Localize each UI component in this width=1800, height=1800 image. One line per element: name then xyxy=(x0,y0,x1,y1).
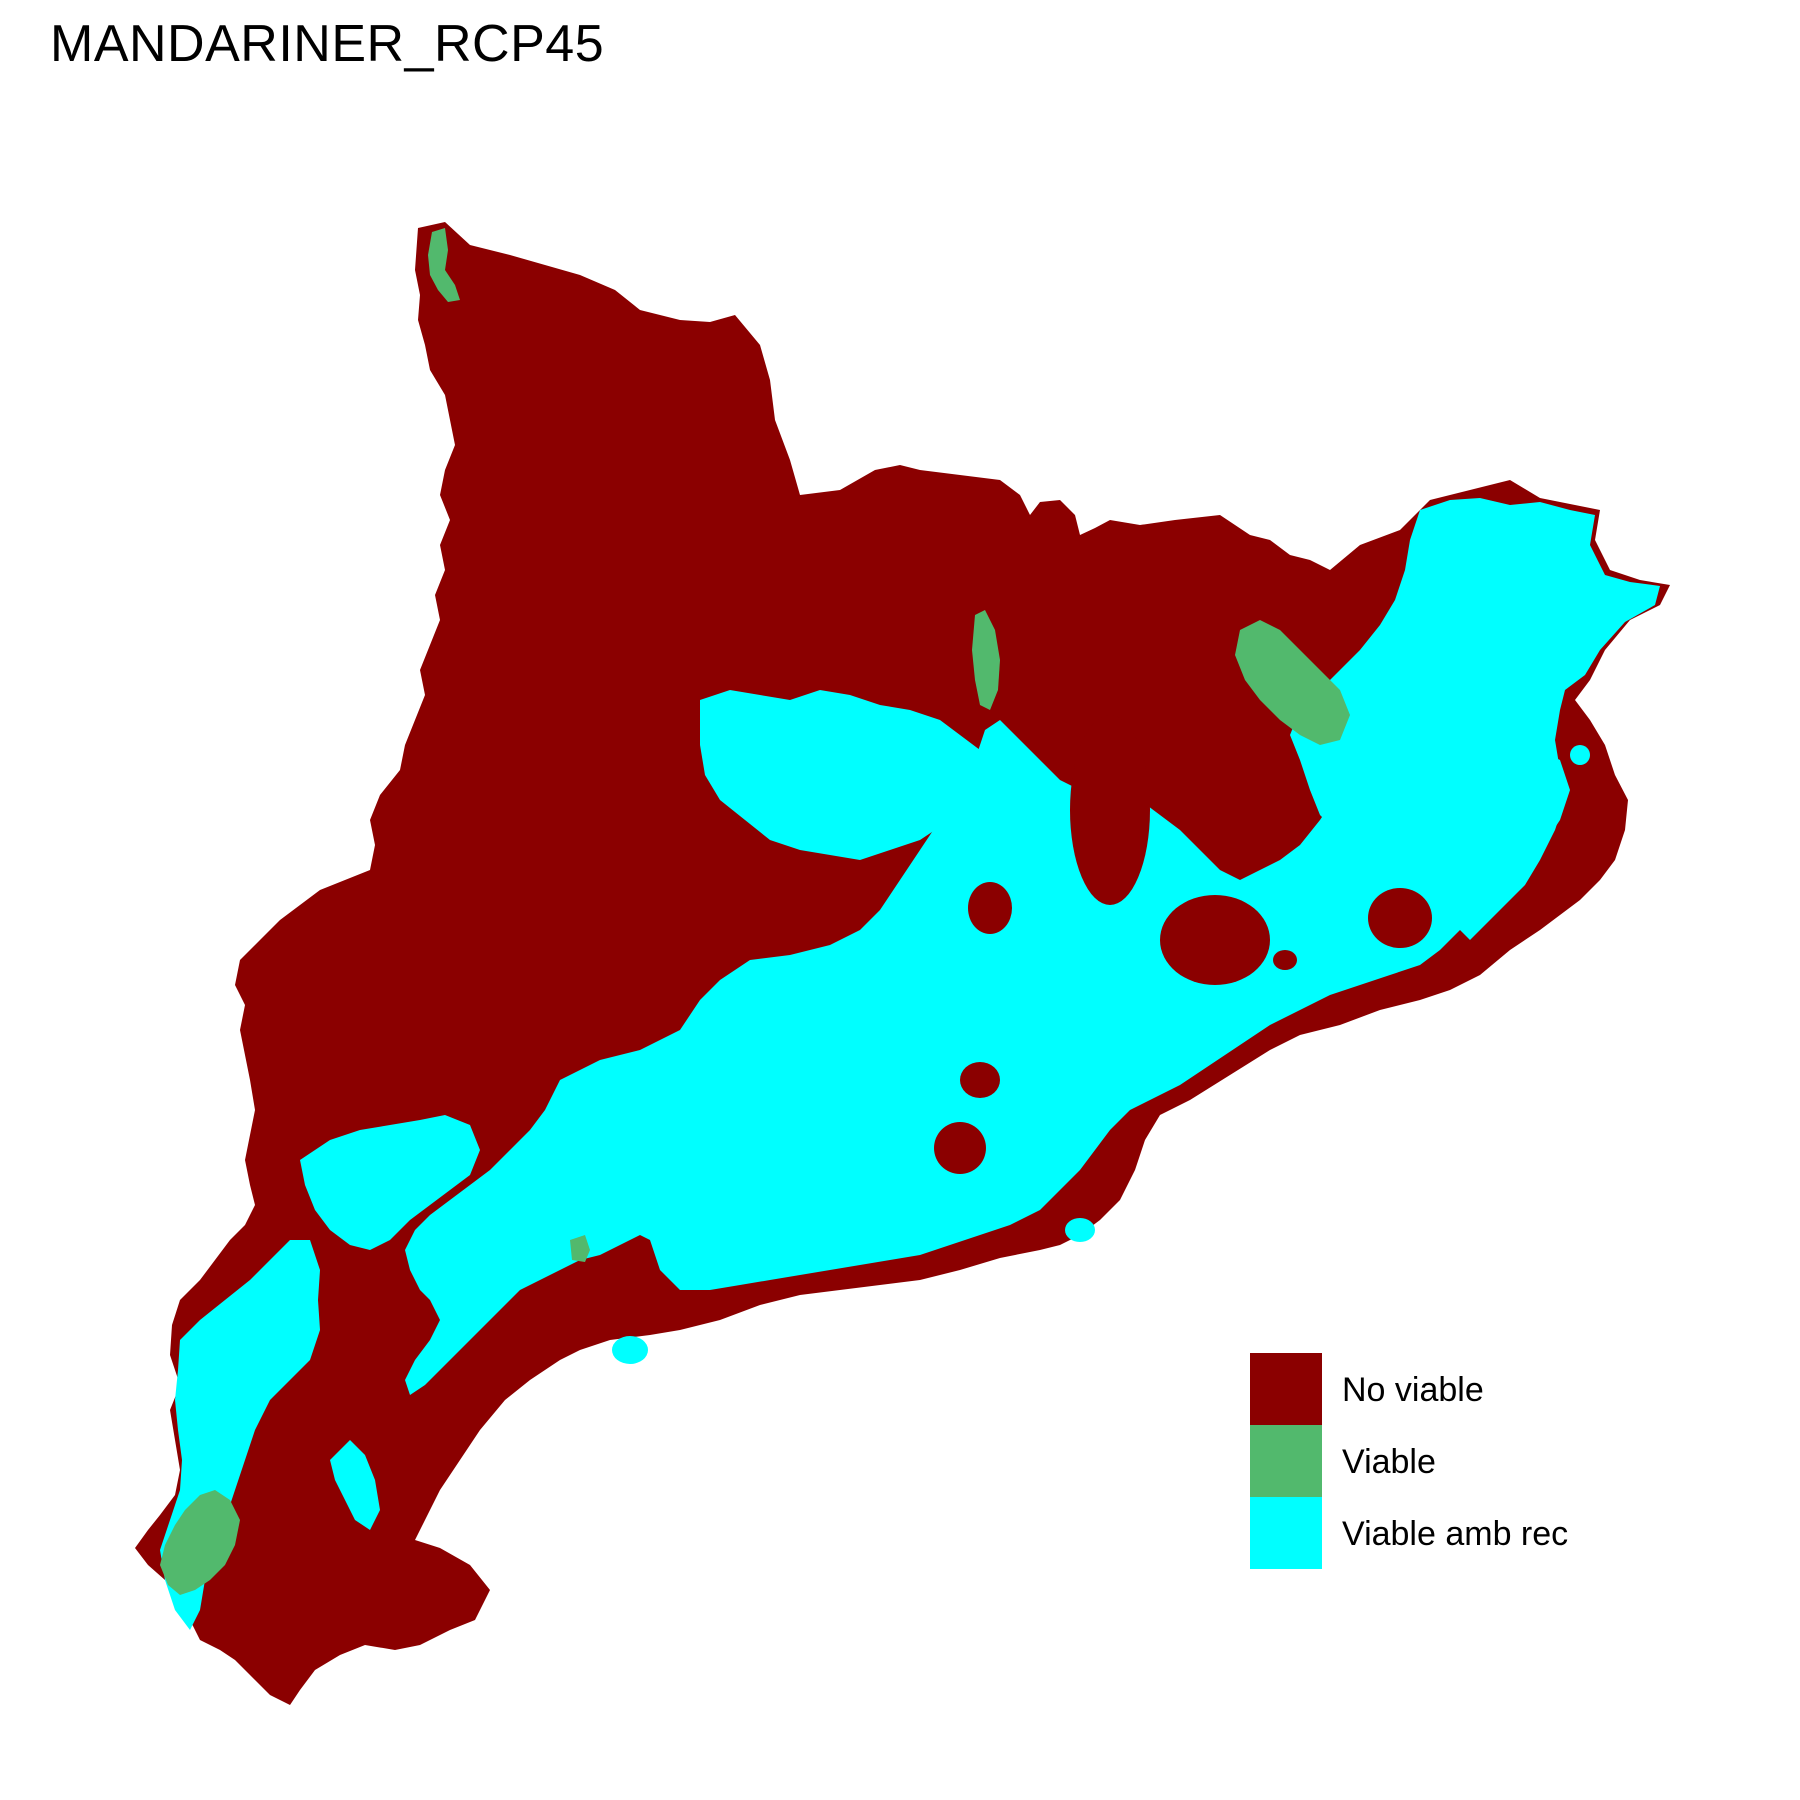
legend-label-viable: Viable xyxy=(1342,1443,1436,1481)
region-viable-amb-rec-spot-2 xyxy=(1065,1218,1095,1242)
legend-swatch-viable-amb-rec xyxy=(1250,1497,1322,1569)
legend-swatch-no-viable xyxy=(1250,1353,1322,1425)
region-no-viable-island-4 xyxy=(960,1062,1000,1098)
legend-label-no-viable: No viable xyxy=(1342,1371,1484,1409)
legend-item-viable-amb-rec: Viable amb rec xyxy=(1250,1497,1650,1569)
region-viable-central xyxy=(972,610,1000,710)
legend-label-viable-amb-rec: Viable amb rec xyxy=(1342,1515,1569,1553)
region-viable-amb-rec-central xyxy=(405,690,1570,1395)
region-viable-amb-rec-southwest xyxy=(300,1115,480,1250)
legend-item-no-viable: No viable xyxy=(1250,1353,1650,1425)
region-viable-amb-rec-east xyxy=(1290,498,1660,940)
legend-swatch-viable xyxy=(1250,1425,1322,1497)
region-no-viable-island-3 xyxy=(934,1122,986,1174)
region-no-viable-island-1 xyxy=(1368,888,1432,948)
region-no-viable-island-2 xyxy=(968,882,1012,934)
legend: No viable Viable Viable amb rec xyxy=(1250,1353,1650,1573)
map-title: MANDARINER_RCP45 xyxy=(50,15,605,73)
region-viable-coast xyxy=(570,1235,590,1262)
region-no-viable-island-6 xyxy=(1160,895,1270,985)
region-viable-northeast xyxy=(1235,620,1350,745)
region-no-viable-island-5 xyxy=(1273,950,1297,970)
region-viable-southwest xyxy=(160,1490,240,1595)
region-viable-amb-rec-north xyxy=(700,690,990,860)
region-no-viable-island-7 xyxy=(1070,715,1150,905)
region-viable-northwest xyxy=(428,228,460,302)
legend-item-viable: Viable xyxy=(1250,1425,1650,1497)
region-viable-amb-rec-spot-1 xyxy=(1570,745,1590,765)
region-viable-amb-rec-spot-3 xyxy=(612,1336,648,1364)
region-viable-amb-rec-pocket xyxy=(330,1440,380,1530)
